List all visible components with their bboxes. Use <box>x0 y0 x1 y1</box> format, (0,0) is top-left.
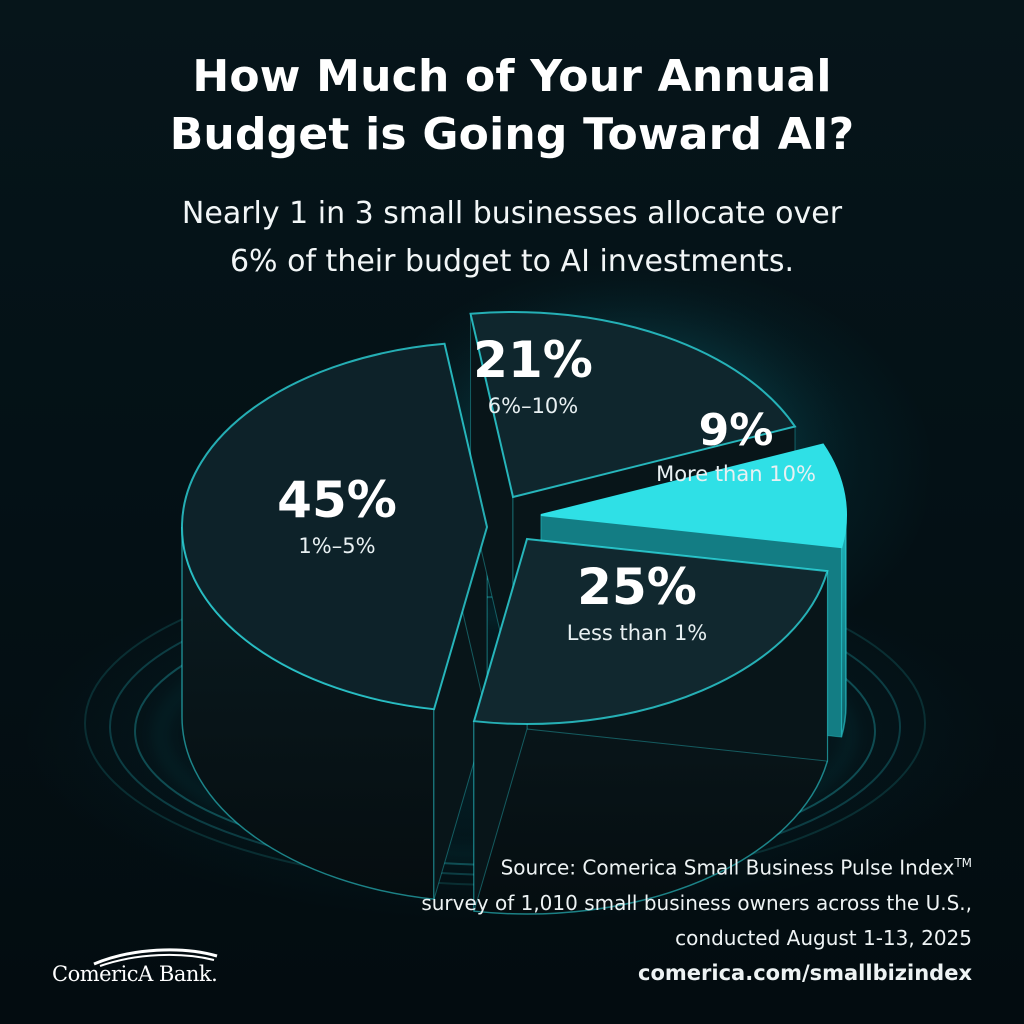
slice-labels: 45% 1%–5% 21% 6%–10% 9% More than 10% 25% Less … <box>277 331 816 645</box>
slice-top-3 <box>472 537 829 725</box>
slice-value-label-0: 45% <box>277 471 397 529</box>
subtitle-line-1: Nearly 1 in 3 small businesses allocate … <box>181 196 843 231</box>
slice-value-label-1: 21% <box>473 331 593 389</box>
slice-value-label-3: 25% <box>577 558 697 616</box>
page-subtitle: Nearly 1 in 3 small businesses allocate … <box>0 190 1024 286</box>
slice-top-0 <box>181 342 489 711</box>
slice-category-label-2: More than 10% <box>656 462 816 486</box>
source-line-2: survey of 1,010 small business owners ac… <box>421 890 972 915</box>
logo-text: ComericA Bank. <box>52 962 218 986</box>
subtitle-line-2: 6% of their budget to AI investments. <box>229 244 795 279</box>
source-note: Source: Comerica Small Business Pulse In… <box>272 846 972 991</box>
slice-top-1 <box>469 310 797 499</box>
slice-category-label-1: 6%–10% <box>488 394 579 418</box>
title-line-1: How Much of Your Annual <box>192 51 832 102</box>
title-line-2: Budget is Going Toward AI? <box>169 109 855 160</box>
page-title: How Much of Your Annual Budget is Going … <box>0 48 1024 164</box>
logo-swoosh-icon <box>93 948 218 967</box>
slice-category-label-3: Less than 1% <box>567 621 708 645</box>
comerica-logo: ComericA Bank. <box>52 946 232 996</box>
slice-value-label-2: 9% <box>699 405 774 456</box>
slices-top <box>181 310 847 725</box>
slice-category-label-0: 1%–5% <box>298 534 375 558</box>
slice-side-2 <box>840 514 847 738</box>
source-line-1: Source: Comerica Small Business Pulse In… <box>500 855 972 880</box>
trademark: TM <box>954 856 972 870</box>
source-url[interactable]: comerica.com/smallbizindex <box>638 960 972 985</box>
source-line-3: conducted August 1-13, 2025 <box>675 925 972 950</box>
slice-top-2 <box>540 443 847 549</box>
